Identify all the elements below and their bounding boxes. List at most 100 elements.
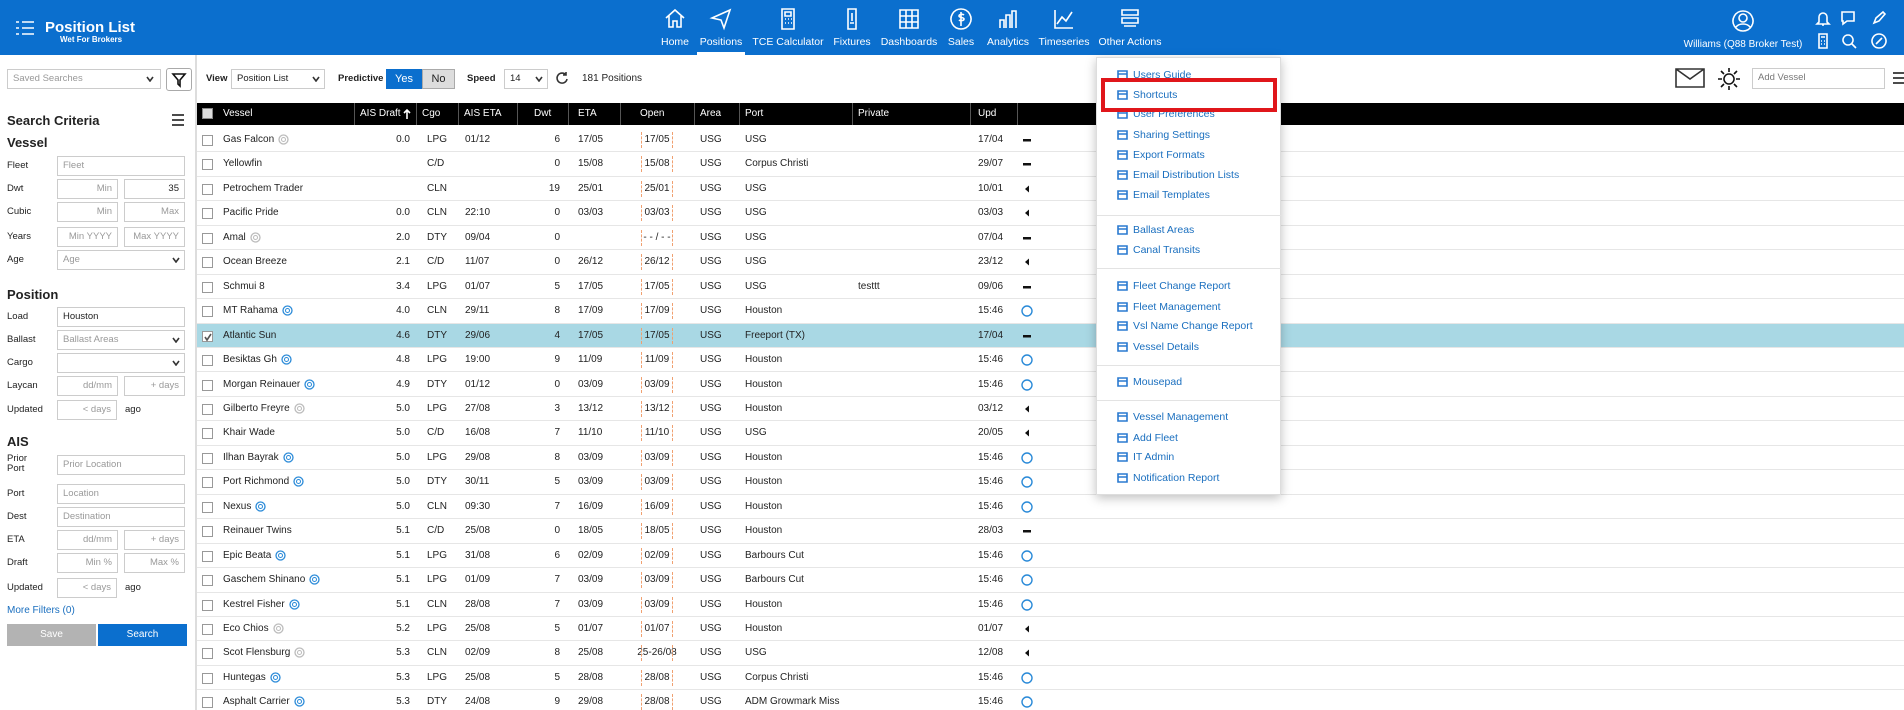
nav-link[interactable]: Other Actions	[1098, 36, 1162, 48]
table-row[interactable]	[197, 201, 1904, 226]
column-header[interactable]: ETA	[578, 108, 597, 119]
nav-link[interactable]: Analytics	[986, 36, 1029, 48]
table-row[interactable]	[197, 152, 1904, 177]
row-checkbox[interactable]	[202, 477, 213, 489]
text-input[interactable]: 35	[124, 179, 185, 199]
menu-item[interactable]: Mousepad	[1133, 376, 1183, 388]
menu-item[interactable]: Canal Transits	[1133, 244, 1201, 256]
predictive-no[interactable]: No	[422, 69, 455, 89]
table-row[interactable]	[197, 177, 1904, 202]
menu-item[interactable]: Fleet Management	[1133, 301, 1221, 313]
row-checkbox[interactable]	[202, 452, 213, 464]
nav-link[interactable]: TCE Calculator	[752, 36, 824, 48]
text-input[interactable]: Max	[124, 202, 185, 222]
nav-link[interactable]: Home	[660, 36, 689, 48]
menu-item[interactable]: Sharing Settings	[1133, 129, 1211, 141]
table-row[interactable]	[197, 323, 1904, 349]
column-header[interactable]: Area	[700, 108, 722, 119]
search-button[interactable]: Search	[98, 624, 187, 646]
menu-item[interactable]: IT Admin	[1133, 451, 1175, 463]
table-row[interactable]	[197, 421, 1904, 446]
menu-item[interactable]: Vessel Management	[1133, 411, 1229, 423]
text-input[interactable]: Max %	[124, 553, 185, 573]
row-checkbox[interactable]	[202, 159, 213, 171]
table-row[interactable]	[197, 544, 1904, 569]
header-checkbox[interactable]	[202, 108, 213, 119]
column-header[interactable]: Upd	[978, 108, 997, 119]
column-header[interactable]: Dwt	[534, 108, 552, 119]
text-input[interactable]: Prior Location	[57, 455, 185, 475]
table-row[interactable]	[197, 250, 1904, 275]
row-checkbox[interactable]	[202, 355, 213, 367]
table-row[interactable]	[197, 373, 1904, 397]
nav-link[interactable]: Fixtures	[833, 36, 871, 48]
menu-item[interactable]: Vessel Details	[1133, 341, 1199, 353]
text-input[interactable]: Max YYYY	[124, 227, 185, 247]
table-row[interactable]	[197, 617, 1904, 642]
row-checkbox[interactable]	[202, 379, 213, 391]
row-checkbox[interactable]	[202, 624, 213, 635]
text-input[interactable]: Location	[57, 484, 185, 504]
column-header[interactable]: Private	[858, 108, 890, 119]
table-row[interactable]	[197, 568, 1904, 593]
row-checkbox[interactable]	[202, 599, 213, 611]
text-input[interactable]: Min	[57, 179, 118, 199]
text-input[interactable]: < days	[57, 578, 117, 598]
table-row[interactable]	[197, 495, 1904, 520]
table-row[interactable]	[197, 397, 1904, 422]
text-input[interactable]: + days	[124, 376, 185, 396]
row-checkbox[interactable]	[202, 183, 213, 195]
text-input[interactable]: Min YYYY	[57, 227, 118, 247]
text-input[interactable]: Age	[57, 250, 185, 270]
row-checkbox[interactable]	[202, 208, 213, 220]
text-input[interactable]: + days	[124, 530, 185, 550]
table-row[interactable]	[197, 593, 1904, 617]
save-button[interactable]: Save	[7, 624, 96, 646]
row-checkbox[interactable]	[202, 330, 213, 342]
row-checkbox[interactable]	[202, 281, 213, 293]
text-input[interactable]: Fleet	[57, 156, 185, 176]
table-row[interactable]	[197, 690, 1904, 710]
row-checkbox[interactable]	[202, 306, 213, 318]
row-checkbox[interactable]	[202, 232, 213, 244]
more-filters-link[interactable]: More Filters (0)	[7, 605, 75, 616]
menu-item[interactable]: Add Fleet	[1133, 432, 1178, 444]
menu-item[interactable]: Ballast Areas	[1133, 224, 1195, 236]
row-checkbox[interactable]	[202, 257, 213, 269]
row-checkbox[interactable]	[202, 672, 213, 684]
table-row[interactable]	[197, 226, 1904, 251]
row-checkbox[interactable]	[202, 403, 213, 415]
nav-link[interactable]: Sales	[947, 36, 975, 48]
row-checkbox[interactable]	[202, 135, 213, 146]
nav-link[interactable]: Positions	[699, 36, 743, 48]
table-row[interactable]	[197, 641, 1904, 666]
text-input[interactable]: Ballast Areas	[57, 330, 185, 350]
text-input[interactable]: < days	[57, 400, 117, 420]
row-checkbox[interactable]	[202, 550, 213, 562]
column-header[interactable]: Vessel	[223, 108, 253, 119]
column-header[interactable]: AIS Draft	[360, 108, 401, 119]
row-checkbox[interactable]	[202, 697, 213, 709]
table-row[interactable]	[197, 275, 1904, 300]
column-header[interactable]: Cgo	[422, 108, 441, 119]
table-row[interactable]	[197, 470, 1904, 495]
column-header[interactable]: Open	[640, 108, 665, 119]
text-input[interactable]: dd/mm	[57, 376, 118, 396]
menu-item[interactable]: Email Distribution Lists	[1133, 169, 1240, 181]
predictive-yes[interactable]: Yes	[386, 69, 422, 89]
add-vessel-input[interactable]: Add Vessel	[1752, 68, 1885, 89]
row-checkbox[interactable]	[202, 428, 213, 440]
row-checkbox[interactable]	[202, 526, 213, 538]
menu-item[interactable]: Email Templates	[1133, 189, 1210, 201]
row-checkbox[interactable]	[202, 501, 213, 513]
text-input[interactable]: Min	[57, 202, 118, 222]
text-input[interactable]: dd/mm	[57, 530, 118, 550]
row-checkbox[interactable]	[202, 575, 213, 587]
menu-item[interactable]: Export Formats	[1133, 149, 1205, 161]
table-row[interactable]	[197, 128, 1904, 153]
column-header[interactable]: AIS ETA	[464, 108, 502, 119]
menu-item[interactable]: Vsl Name Change Report	[1133, 320, 1253, 332]
text-input[interactable]: Houston	[57, 307, 185, 327]
text-input[interactable]: Min %	[57, 553, 118, 573]
table-row[interactable]	[197, 446, 1904, 471]
